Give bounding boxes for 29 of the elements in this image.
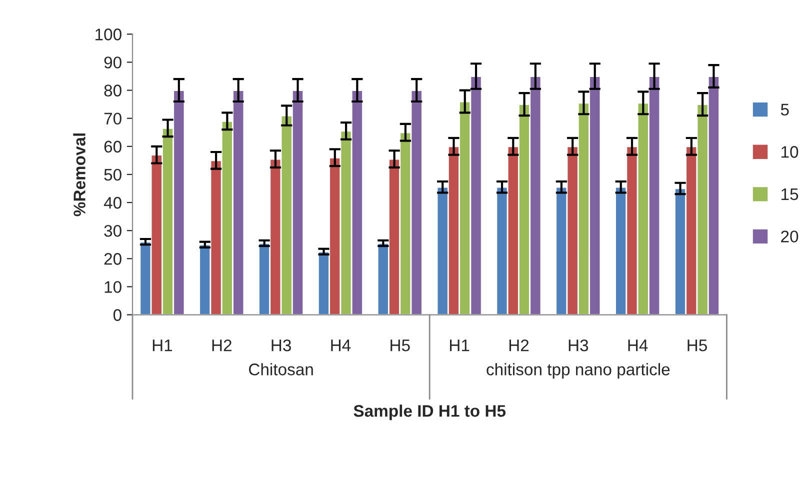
legend-label: 15 — [782, 188, 798, 200]
y-tick-label: 100 — [96, 28, 122, 40]
legend-label: 5 — [780, 104, 789, 116]
x-tick-label: H1 — [450, 340, 470, 352]
y-axis-title: %Removal — [73, 133, 86, 216]
y-tick-label: 20 — [104, 253, 122, 265]
y-tick-label: 70 — [104, 112, 122, 125]
text: chitison tpp nano particle — [486, 363, 670, 379]
x-tick-label: H5 — [390, 340, 410, 352]
x-tick-label: H4 — [628, 340, 648, 352]
legend-label: 10 — [782, 146, 798, 158]
y-tick-label: 60 — [104, 140, 122, 153]
text: Chitosan — [249, 363, 313, 376]
y-tick-label: 90 — [104, 56, 122, 68]
legend-label: 20 — [781, 230, 798, 242]
y-tick-label: 40 — [104, 196, 122, 209]
y-tick-label: 30 — [104, 224, 122, 237]
x-axis-title: Sample ID H1 to H5 — [354, 404, 506, 420]
x-tick-label: H2 — [212, 340, 232, 352]
y-tick-label: 80 — [104, 84, 122, 96]
y-tick-label: 50 — [104, 168, 122, 181]
y-tick-label: 0 — [113, 309, 122, 321]
x-tick-label: H5 — [688, 340, 707, 352]
x-tick-label: H1 — [152, 340, 172, 352]
x-tick-label: H2 — [509, 340, 529, 352]
x-tick-label: H4 — [331, 340, 351, 352]
x-tick-label: H3 — [272, 340, 291, 352]
x-tick-label: H3 — [568, 340, 588, 352]
y-tick-label: 10 — [104, 281, 122, 293]
